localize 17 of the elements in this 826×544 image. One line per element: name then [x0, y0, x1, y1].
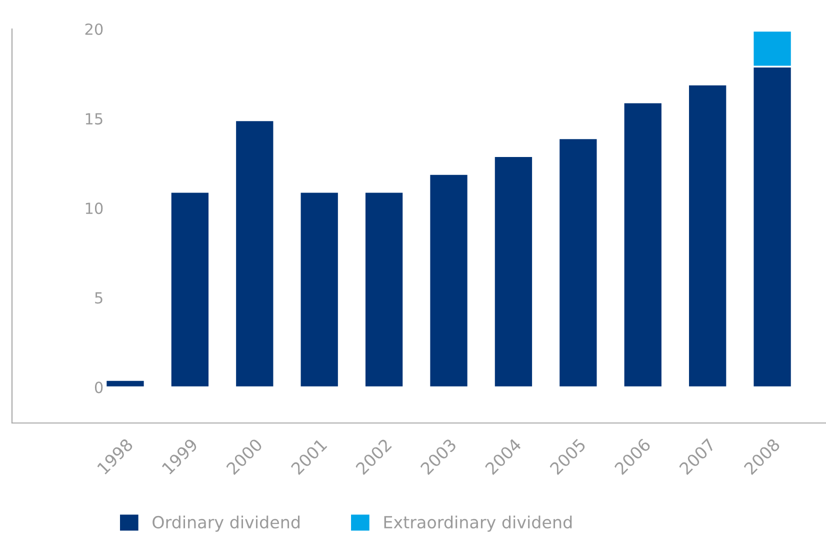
legend-label: Ordinary dividend: [152, 516, 300, 532]
legend-label: Extraordinary dividend: [384, 516, 572, 532]
bar: [687, 84, 728, 388]
bar: [622, 102, 664, 388]
y-tick-label: 15: [86, 113, 102, 125]
y-tick-label: 5: [95, 292, 102, 304]
bar: [170, 191, 210, 388]
y-tick-label: 0: [94, 382, 103, 394]
bar: [558, 137, 598, 388]
bar: [104, 379, 146, 388]
bar: [299, 191, 340, 388]
y-tick-label: 20: [85, 23, 103, 36]
bar: [234, 120, 275, 388]
bar: [364, 191, 404, 388]
y-tick-label: 10: [86, 202, 103, 214]
bar: [493, 155, 534, 388]
bar: [428, 173, 470, 388]
